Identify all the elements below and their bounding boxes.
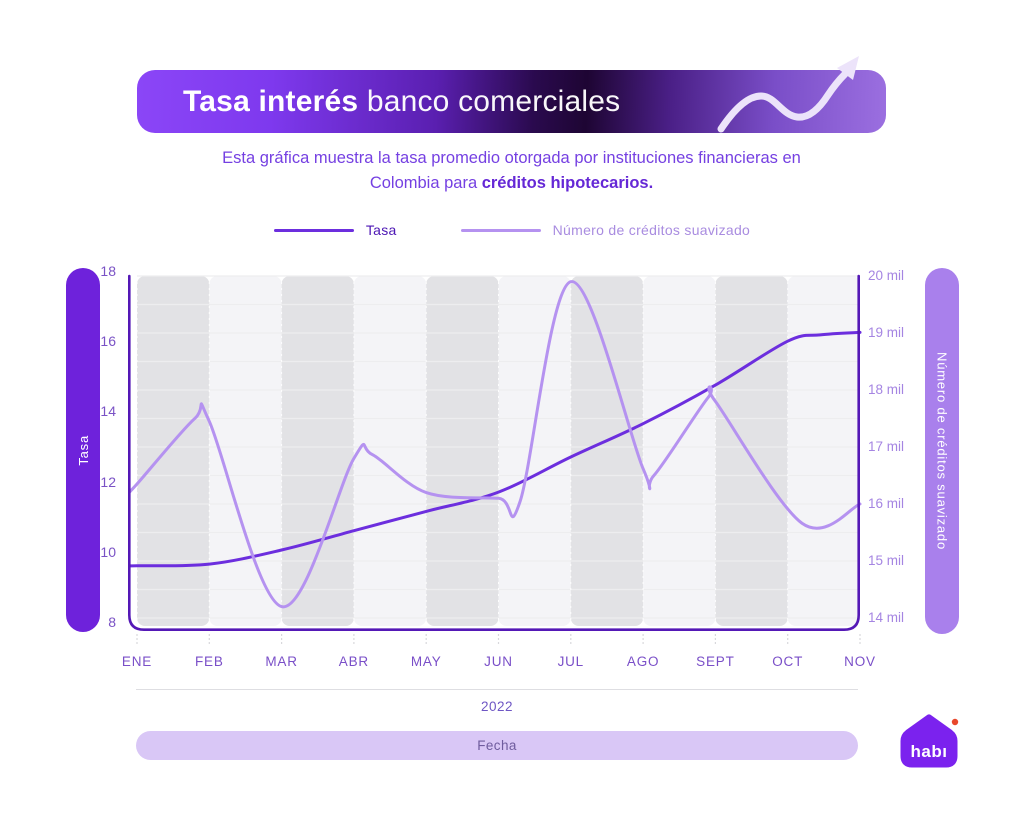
- trend-arrow-icon: [717, 56, 859, 133]
- series-line-tasa: [128, 330, 862, 568]
- month-stripe: [353, 276, 427, 626]
- right-axis-tick: 19 mil: [868, 325, 905, 340]
- left-axis-tick: 12: [100, 473, 116, 490]
- right-axis-tick: 20 mil: [868, 268, 905, 283]
- right-axis-tick: 14 mil: [868, 610, 905, 625]
- legend-item-creditos: Número de créditos suavizado: [460, 222, 751, 238]
- left-axis-tick: 10: [100, 543, 116, 560]
- description-line1: Esta gráfica muestra la tasa promedio ot…: [222, 149, 801, 167]
- right-axis-label: Número de créditos suavizado: [934, 352, 950, 550]
- habi-logo: habı: [900, 714, 959, 768]
- left-axis-tick: 16: [100, 333, 116, 350]
- legend-line-tasa: [273, 228, 354, 232]
- right-axis-tick: 15 mil: [868, 553, 905, 568]
- month-stripe: [137, 276, 210, 626]
- left-axis-pill: Tasa: [66, 268, 100, 632]
- page-title-regular: banco comerciales: [358, 85, 621, 118]
- x-axis-month-label: SEPT: [696, 654, 735, 669]
- x-axis-pill: Fecha: [136, 731, 858, 760]
- left-axis-tick: 18: [100, 263, 116, 279]
- x-axis-year: 2022: [480, 699, 514, 714]
- x-axis-month-label: ENE: [121, 654, 153, 669]
- habi-house-icon: [900, 714, 958, 768]
- x-axis-month-label: JUL: [557, 654, 584, 669]
- footer-divider: [136, 689, 858, 690]
- legend-item-tasa: Tasa: [273, 222, 397, 238]
- habi-logo-dot: [951, 718, 959, 726]
- description-line2-bold: créditos hipotecarios.: [481, 174, 654, 192]
- plot-frame: [128, 274, 860, 631]
- month-stripe: [715, 276, 788, 626]
- left-axis-tick: 8: [108, 614, 116, 630]
- plot-area: [128, 274, 862, 645]
- page-title-bold: Tasa interés: [183, 85, 359, 118]
- month-stripe: [281, 276, 354, 626]
- x-axis-month-label: MAY: [410, 654, 442, 669]
- page-title: Tasa interés banco comerciales: [183, 70, 620, 133]
- right-axis-tick: 18 mil: [868, 382, 905, 397]
- left-axis-label: Tasa: [75, 434, 91, 466]
- x-axis-month-label: OCT: [772, 654, 804, 669]
- series-line-creditos: [128, 280, 862, 609]
- legend: Tasa Número de créditos suavizado: [0, 222, 1024, 238]
- legend-label-creditos: Número de créditos suavizado: [552, 222, 751, 238]
- month-stripe: [570, 276, 644, 626]
- chart-description: Esta gráfica muestra la tasa promedio ot…: [137, 146, 886, 196]
- month-stripe: [498, 276, 571, 626]
- x-axis-month-label: JUN: [484, 654, 513, 669]
- month-stripe: [426, 276, 499, 626]
- habi-logo-text: habı: [911, 742, 948, 761]
- x-axis-month-label: FEB: [194, 654, 224, 669]
- month-stripe: [643, 276, 716, 626]
- legend-line-creditos: [460, 228, 541, 232]
- x-axis-month-label: NOV: [844, 654, 876, 669]
- title-banner: Tasa interés banco comerciales: [137, 56, 886, 133]
- month-stripe: [787, 276, 860, 626]
- left-axis-tick: 14: [100, 403, 116, 420]
- description-line2: Colombia para: [369, 174, 482, 192]
- legend-label-tasa: Tasa: [365, 222, 397, 238]
- x-axis-month-label: AGO: [626, 654, 660, 669]
- x-axis-month-label: MAR: [265, 654, 298, 669]
- right-axis-tick: 16 mil: [868, 496, 905, 511]
- month-stripe: [209, 276, 282, 626]
- right-axis-tick: 17 mil: [868, 439, 905, 454]
- x-axis-month-label: ABR: [338, 654, 369, 669]
- right-axis-pill: Número de créditos suavizado: [925, 268, 959, 634]
